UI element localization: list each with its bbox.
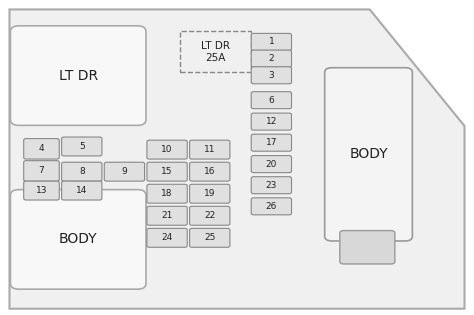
FancyBboxPatch shape [251,113,292,130]
FancyBboxPatch shape [251,198,292,215]
Text: 9: 9 [121,167,128,176]
FancyBboxPatch shape [147,140,187,159]
Text: 14: 14 [76,186,87,195]
Text: 22: 22 [204,211,215,220]
FancyBboxPatch shape [190,140,230,159]
FancyBboxPatch shape [190,206,230,225]
FancyBboxPatch shape [104,162,145,181]
FancyBboxPatch shape [251,67,292,84]
Text: 24: 24 [162,233,173,242]
FancyBboxPatch shape [24,161,59,181]
FancyBboxPatch shape [24,181,59,200]
Text: 8: 8 [79,167,85,176]
FancyBboxPatch shape [10,26,146,125]
Text: 6: 6 [268,96,274,105]
FancyBboxPatch shape [62,137,102,156]
FancyBboxPatch shape [251,156,292,173]
FancyBboxPatch shape [190,228,230,247]
Text: LT DR: LT DR [59,69,98,83]
FancyBboxPatch shape [190,162,230,181]
FancyBboxPatch shape [62,181,102,200]
Text: 15: 15 [161,167,173,176]
Text: 19: 19 [204,189,216,198]
Text: 12: 12 [266,117,277,126]
FancyBboxPatch shape [325,68,412,241]
FancyBboxPatch shape [10,190,146,289]
Text: 17: 17 [265,138,277,147]
Text: 23: 23 [266,181,277,190]
Text: 20: 20 [266,160,277,169]
Text: 13: 13 [36,186,47,195]
Text: 18: 18 [161,189,173,198]
Text: 7: 7 [38,166,45,175]
Text: 3: 3 [268,71,274,80]
FancyBboxPatch shape [251,50,292,67]
Text: 26: 26 [266,202,277,211]
Polygon shape [9,9,465,309]
FancyBboxPatch shape [24,139,59,159]
FancyBboxPatch shape [147,162,187,181]
FancyBboxPatch shape [251,33,292,50]
FancyBboxPatch shape [147,206,187,225]
FancyBboxPatch shape [251,177,292,194]
Text: 25: 25 [204,233,215,242]
Text: 5: 5 [79,142,85,151]
Text: 10: 10 [161,145,173,154]
Text: 1: 1 [268,37,274,46]
Text: BODY: BODY [59,232,98,246]
FancyBboxPatch shape [251,134,292,151]
FancyBboxPatch shape [147,184,187,203]
FancyBboxPatch shape [147,228,187,247]
Text: 21: 21 [162,211,173,220]
FancyBboxPatch shape [251,92,292,109]
FancyBboxPatch shape [190,184,230,203]
Bar [180,32,251,72]
Text: 11: 11 [204,145,216,154]
Text: 16: 16 [204,167,216,176]
Text: 2: 2 [269,54,274,63]
FancyBboxPatch shape [340,231,395,264]
Text: 4: 4 [39,144,44,153]
Text: LT DR
25A: LT DR 25A [201,41,230,63]
Text: BODY: BODY [349,147,388,161]
FancyBboxPatch shape [62,162,102,181]
